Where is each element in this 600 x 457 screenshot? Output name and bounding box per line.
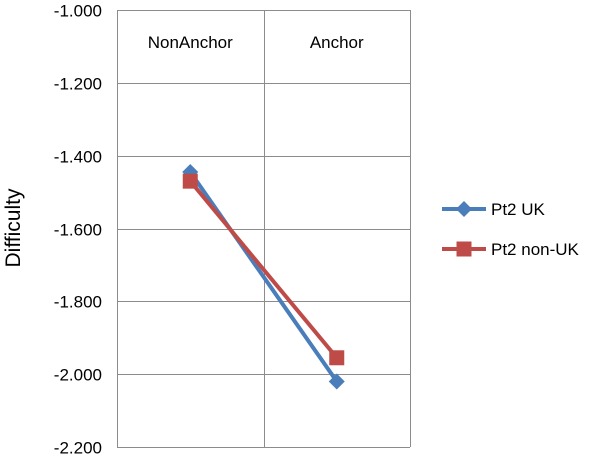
legend-item: Pt2 UK: [442, 200, 546, 219]
y-tick-label: -1.200: [54, 75, 102, 94]
legend-marker: [456, 241, 472, 257]
y-tick-label: -1.800: [54, 293, 102, 312]
category-labels: NonAnchor Anchor: [148, 33, 364, 52]
legend-item: Pt2 non-UK: [442, 240, 580, 259]
data-point: [329, 350, 345, 366]
y-tick-label: -1.600: [54, 221, 102, 240]
series-line: [188, 179, 339, 360]
y-tick-label: -1.400: [54, 148, 102, 167]
y-tick-label: -1.000: [54, 2, 102, 21]
data-point: [182, 173, 198, 189]
y-tick-label: -2.200: [54, 439, 102, 457]
data-point: [328, 373, 345, 390]
series: [182, 164, 345, 390]
category-dividers: [117, 10, 411, 447]
y-axis-title: Difficulty: [2, 188, 25, 267]
category-label: NonAnchor: [148, 33, 233, 52]
y-axis-tick-labels: -1.000 -1.200 -1.400 -1.600 -1.800 -2.000 -2.2…: [54, 2, 102, 457]
legend-label: Pt2 non-UK: [491, 240, 580, 259]
gridlines: [117, 10, 410, 448]
y-tick-label: -2.000: [54, 366, 102, 385]
legend: Pt2 UK Pt2 non-UK: [442, 200, 580, 259]
series-2: [182, 173, 345, 366]
legend-marker: [456, 201, 472, 217]
legend-label: Pt2 UK: [491, 200, 546, 219]
series-line: [188, 170, 339, 383]
category-label: Anchor: [310, 33, 364, 52]
